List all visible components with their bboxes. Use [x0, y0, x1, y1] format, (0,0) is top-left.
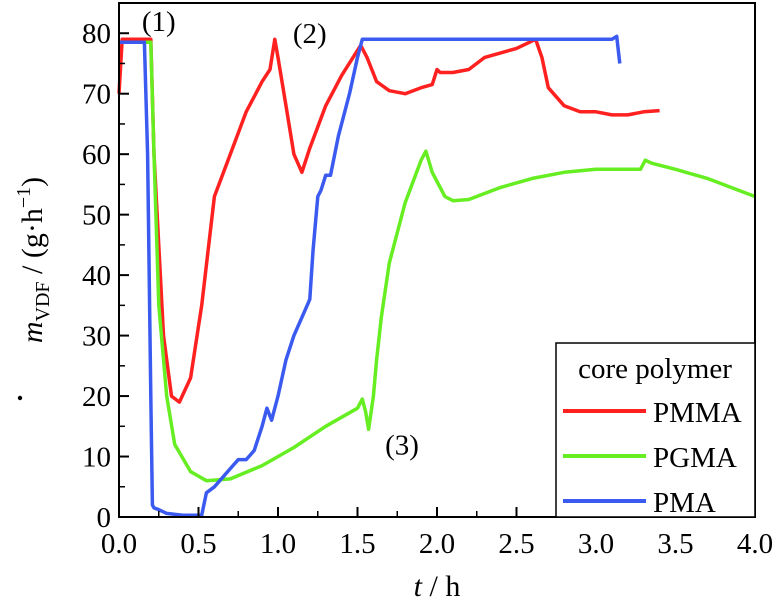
annotation-label: (1)	[142, 6, 176, 38]
annotation-label: (2)	[293, 18, 327, 50]
annotation-label: (3)	[385, 429, 419, 461]
legend: core polymer PMMA PGMA PMA	[555, 342, 756, 519]
x-tick-label: 0.5	[180, 528, 216, 560]
y-tick-label: 10	[82, 442, 111, 474]
y-label-sup: −1	[13, 187, 35, 208]
annotations: (1) (2) (3)	[142, 6, 419, 461]
y-tick-label: 30	[82, 321, 111, 353]
y-tick-label: 0	[97, 502, 112, 534]
y-tick-label: 20	[82, 381, 111, 413]
x-tick-label: 1.0	[260, 528, 296, 560]
legend-label-pgma: PGMA	[653, 442, 737, 474]
series-pma	[119, 34, 622, 517]
series-pgma	[119, 40, 756, 483]
legend-title: core polymer	[578, 353, 732, 385]
y-tick-label: 50	[82, 200, 111, 232]
x-tick-label: 2.5	[498, 528, 534, 560]
axis-ticks: 0.0 0.5 1.0 1.5 2.0 2.5 3.0 3.5 4.0 0 10 20 30 40 50 60…	[82, 18, 773, 560]
y-tick-label: 70	[82, 79, 111, 111]
y-tick-label: 80	[82, 18, 111, 50]
y-tick-label: 60	[82, 139, 111, 171]
series-layer	[117, 34, 756, 517]
x-tick-label: 4.0	[737, 528, 773, 560]
x-tick-label: 3.0	[578, 528, 614, 560]
x-tick-label: 1.5	[339, 528, 375, 560]
svg-text:mVDF / (g·h−1): mVDF / (g·h−1)	[13, 177, 54, 343]
y-tick-label: 40	[82, 260, 111, 292]
legend-label-pmma: PMMA	[653, 397, 742, 429]
y-label-dot	[17, 395, 23, 401]
y-axis-label: mVDF / (g·h−1)	[13, 177, 54, 401]
x-axis-label: t / h	[414, 570, 461, 603]
y-label-var: m	[16, 321, 49, 343]
x-tick-label: 0.0	[101, 528, 137, 560]
legend-label-pma: PMA	[653, 487, 716, 519]
x-tick-label: 2.0	[419, 528, 455, 560]
x-tick-label: 3.5	[657, 528, 693, 560]
y-label-sub: VDF	[32, 281, 54, 321]
